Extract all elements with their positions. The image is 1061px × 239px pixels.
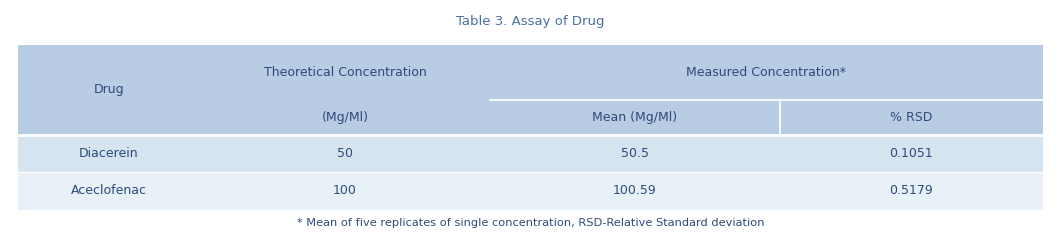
Text: 0.1051: 0.1051 — [889, 147, 934, 160]
Text: 100: 100 — [333, 185, 356, 197]
Text: 50: 50 — [337, 147, 353, 160]
Text: (Mg/Ml): (Mg/Ml) — [321, 111, 368, 124]
Text: Measured Concentration*: Measured Concentration* — [686, 66, 847, 79]
Text: % RSD: % RSD — [890, 111, 933, 124]
Text: Diacerein: Diacerein — [80, 147, 139, 160]
Text: 0.5179: 0.5179 — [889, 185, 934, 197]
Text: Table 3. Assay of Drug: Table 3. Assay of Drug — [456, 16, 605, 28]
Text: 50.5: 50.5 — [621, 147, 649, 160]
Text: Drug: Drug — [93, 83, 124, 97]
Text: 100.59: 100.59 — [613, 185, 657, 197]
Text: Aceclofenac: Aceclofenac — [71, 185, 147, 197]
Text: Theoretical Concentration: Theoretical Concentration — [263, 66, 427, 79]
Text: * Mean of five replicates of single concentration, RSD-Relative Standard deviati: * Mean of five replicates of single conc… — [297, 218, 764, 228]
Text: Mean (Mg/Ml): Mean (Mg/Ml) — [592, 111, 678, 124]
